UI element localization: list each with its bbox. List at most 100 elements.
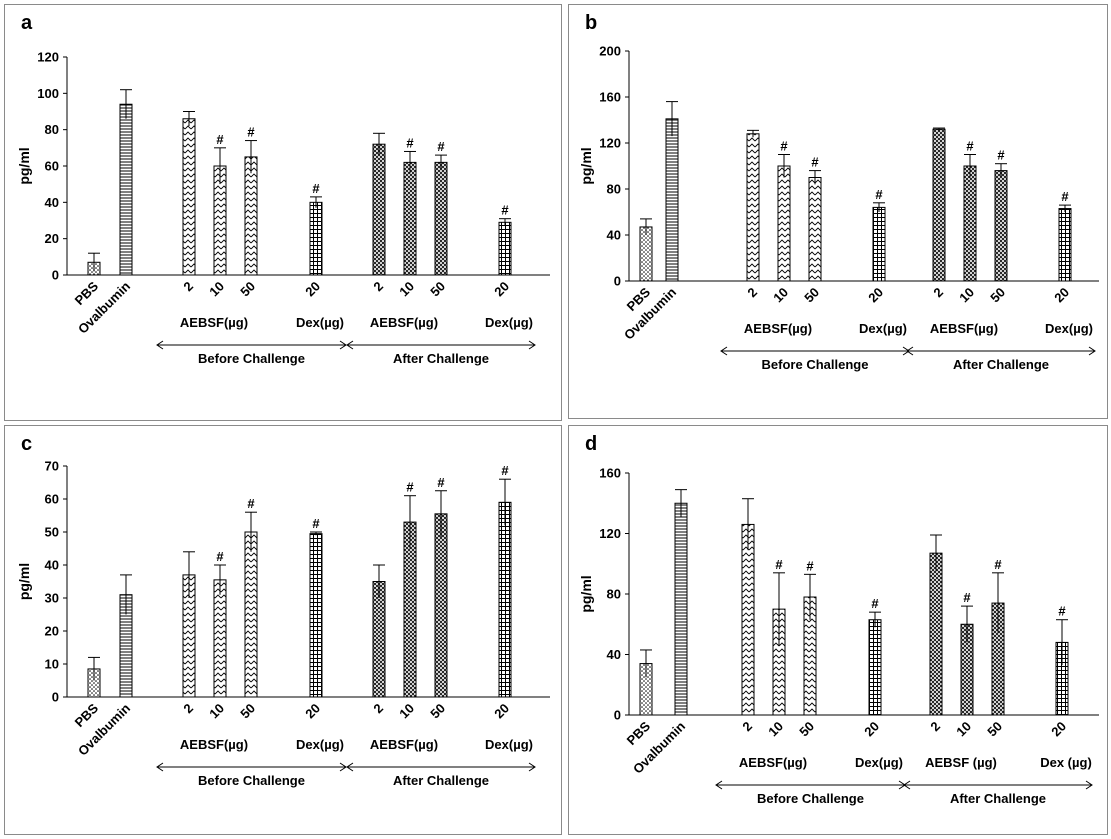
arrow-head-right: [1088, 346, 1096, 356]
y-axis-label: pg/ml: [16, 563, 32, 600]
y-tick-label: 120: [37, 50, 59, 65]
y-tick-label: 20: [45, 231, 59, 246]
y-tick-label: 80: [607, 587, 621, 602]
bar: [498, 501, 512, 698]
category-label: 10: [206, 279, 227, 300]
category-label: 10: [765, 719, 786, 740]
category-label: 20: [302, 701, 323, 722]
significance-marker: #: [437, 475, 445, 490]
category-label: 10: [396, 279, 417, 300]
arrow-head-left: [715, 780, 723, 790]
bar: [674, 502, 688, 716]
arrow-head-left: [346, 340, 354, 350]
significance-marker: #: [994, 557, 1002, 572]
category-label: 50: [237, 701, 258, 722]
significance-marker: #: [437, 139, 445, 154]
significance-marker: #: [247, 496, 255, 511]
bar: [372, 143, 386, 276]
bar: [665, 118, 679, 282]
significance-marker: #: [247, 125, 255, 140]
y-tick-label: 0: [52, 268, 59, 283]
category-label: 2: [744, 285, 760, 301]
chart-panel-c: c 0 10 20 30 40 50 60 70 pg/ml PBS Ovalbumin 2 #10 #5…: [4, 425, 562, 835]
significance-marker: #: [1061, 189, 1069, 204]
category-label: 20: [1051, 285, 1072, 306]
bar: [403, 161, 417, 276]
category-label: 50: [427, 279, 448, 300]
bar: [244, 156, 258, 276]
category-label: 2: [927, 719, 943, 735]
significance-marker: #: [501, 463, 509, 478]
category-label: 50: [984, 719, 1005, 740]
y-tick-label: 160: [599, 90, 621, 105]
significance-marker: #: [216, 549, 224, 564]
y-tick-label: 70: [45, 459, 59, 474]
significance-marker: #: [406, 480, 414, 495]
sub-label: AEBSF(µg): [370, 315, 438, 330]
arrow-head-right: [1085, 780, 1093, 790]
significance-marker: #: [806, 558, 814, 573]
sub-label: Dex (µg): [1040, 755, 1092, 770]
sub-label: AEBSF(µg): [930, 321, 998, 336]
category-label: 2: [930, 285, 946, 301]
bar: [932, 128, 946, 282]
chart-panel-a: a 0 20 40 60 80 100 120 pg/ml PBS Ovalbumin 2 #10 #5…: [4, 4, 562, 421]
category-label: 10: [206, 701, 227, 722]
bar: [746, 133, 760, 282]
bar: [244, 531, 258, 698]
panel-letter-c: c: [21, 433, 32, 455]
category-label: 2: [180, 279, 196, 295]
bar: [994, 170, 1008, 282]
y-tick-label: 0: [614, 708, 621, 723]
category-label: 10: [956, 285, 977, 306]
y-axis-label: pg/ml: [578, 575, 594, 612]
sub-label: Dex(µg): [1045, 321, 1093, 336]
category-label: 2: [180, 701, 196, 717]
bar: [182, 118, 196, 276]
group-label: Before Challenge: [198, 351, 305, 366]
category-label: PBS: [624, 718, 654, 748]
category-label: 20: [491, 701, 512, 722]
category-label: 20: [1048, 719, 1069, 740]
y-tick-label: 50: [45, 525, 59, 540]
bar: [868, 619, 882, 716]
y-tick-label: 80: [607, 182, 621, 197]
sub-label: Dex(µg): [296, 315, 344, 330]
category-label: 20: [861, 719, 882, 740]
bar: [434, 161, 448, 276]
category-label: 10: [770, 285, 791, 306]
sub-label: AEBSF(µg): [744, 321, 812, 336]
significance-marker: #: [501, 203, 509, 218]
y-axis-label: pg/ml: [16, 147, 32, 184]
category-label: 50: [987, 285, 1008, 306]
bar: [498, 221, 512, 276]
arrow-head-left: [156, 762, 164, 772]
category-label: 50: [801, 285, 822, 306]
y-tick-label: 40: [45, 558, 59, 573]
bar: [741, 523, 755, 716]
arrow-head-left: [156, 340, 164, 350]
significance-marker: #: [871, 596, 879, 611]
category-label: 2: [370, 701, 386, 717]
significance-marker: #: [216, 132, 224, 147]
group-label: After Challenge: [950, 791, 1046, 806]
significance-marker: #: [312, 516, 320, 531]
y-tick-label: 60: [45, 492, 59, 507]
category-label: 50: [237, 279, 258, 300]
bar: [1058, 208, 1072, 282]
y-tick-label: 0: [614, 274, 621, 289]
category-label: 50: [427, 701, 448, 722]
sub-label: Dex(µg): [855, 755, 903, 770]
y-tick-label: 0: [52, 690, 59, 705]
bar: [213, 579, 227, 698]
arrow-head-left: [903, 780, 911, 790]
y-tick-label: 40: [607, 228, 621, 243]
chart-panel-d: d 0 40 80 120 160 pg/ml PBS Ovalbumin 2 #10 #50 #20…: [568, 425, 1108, 835]
sub-label: AEBSF(µg): [739, 755, 807, 770]
arrow-head-right: [528, 762, 536, 772]
y-tick-label: 120: [599, 526, 621, 541]
sub-label: AEBSF(µg): [180, 737, 248, 752]
